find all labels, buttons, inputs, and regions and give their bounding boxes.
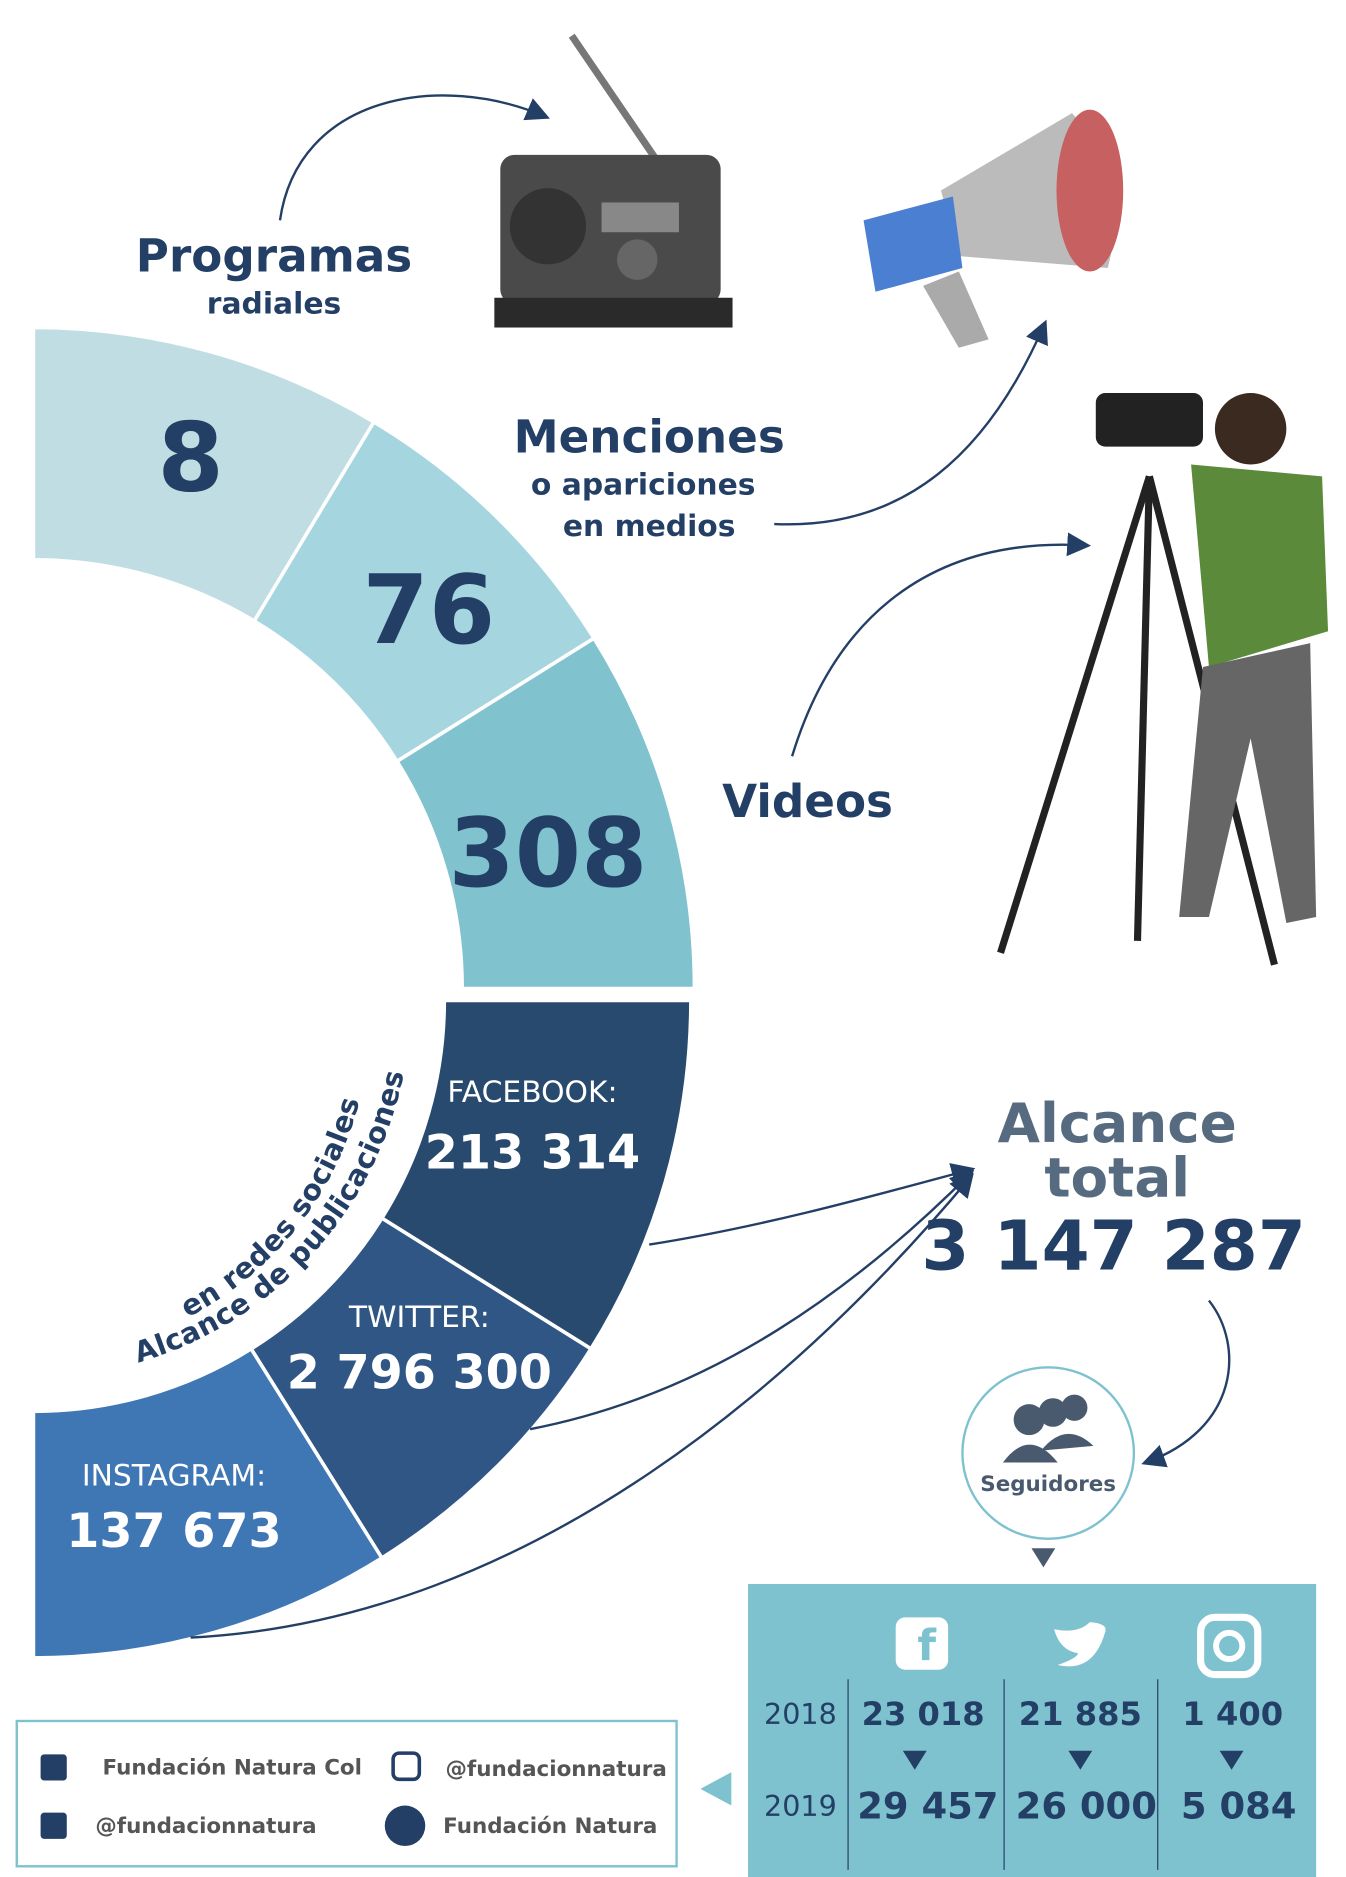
radio-illustration — [494, 36, 732, 328]
total-value: 3 147 287 — [921, 1207, 1305, 1287]
twitter-value: 2 796 300 — [287, 1346, 552, 1401]
footer-instagram: @fundacionnatura — [446, 1757, 667, 1782]
mentions-sublabel: o apariciones — [531, 467, 756, 502]
mentions-sublabel: en medios — [563, 509, 736, 544]
year: 2018 — [764, 1697, 837, 1731]
instagram-followers: 1 400 — [1182, 1695, 1283, 1733]
instagram-value: 137 673 — [66, 1504, 281, 1559]
facebook-label: FACEBOOK: — [447, 1075, 617, 1110]
twitter-label: TWITTER: — [348, 1300, 490, 1335]
arrow — [774, 324, 1044, 524]
infographic: 8 76 308 Programas radiales Menciones o … — [0, 0, 1346, 1877]
followers-label: Seguidores — [980, 1472, 1116, 1497]
megaphone-illustration — [864, 110, 1124, 348]
footer-facebook: Fundación Natura Col — [103, 1756, 362, 1781]
programs-value: 8 — [158, 403, 224, 513]
footer-box — [17, 1721, 677, 1866]
twitter-followers: 21 885 — [1019, 1695, 1142, 1733]
total-label: total — [1044, 1146, 1190, 1210]
mentions-value: 76 — [363, 556, 496, 666]
arrow — [792, 545, 1086, 757]
facebook-followers: 29 457 — [857, 1784, 998, 1827]
facebook-followers: 23 018 — [862, 1695, 985, 1733]
programs-sublabel: radiales — [207, 286, 341, 321]
arrow — [1146, 1301, 1229, 1463]
mentions-label: Menciones — [514, 411, 785, 464]
programs-label: Programas — [136, 230, 412, 283]
videos-value: 308 — [449, 799, 648, 909]
footer-twitter: @fundacionnatura — [95, 1814, 316, 1839]
instagram-label: INSTAGRAM: — [82, 1458, 266, 1493]
page: 8 76 308 Programas radiales Menciones o … — [0, 0, 1346, 1877]
instagram-followers: 5 084 — [1181, 1784, 1297, 1827]
facebook-value: 213 314 — [425, 1125, 640, 1180]
footer-youtube: Fundación Natura — [443, 1814, 657, 1839]
svg-text:f: f — [917, 1621, 937, 1671]
down-triangle — [1031, 1548, 1055, 1567]
videos-label: Videos — [722, 775, 893, 828]
twitter-followers: 26 000 — [1016, 1784, 1157, 1827]
cameraman-illustration — [1001, 393, 1329, 965]
year: 2019 — [764, 1789, 837, 1823]
left-triangle — [700, 1772, 731, 1805]
